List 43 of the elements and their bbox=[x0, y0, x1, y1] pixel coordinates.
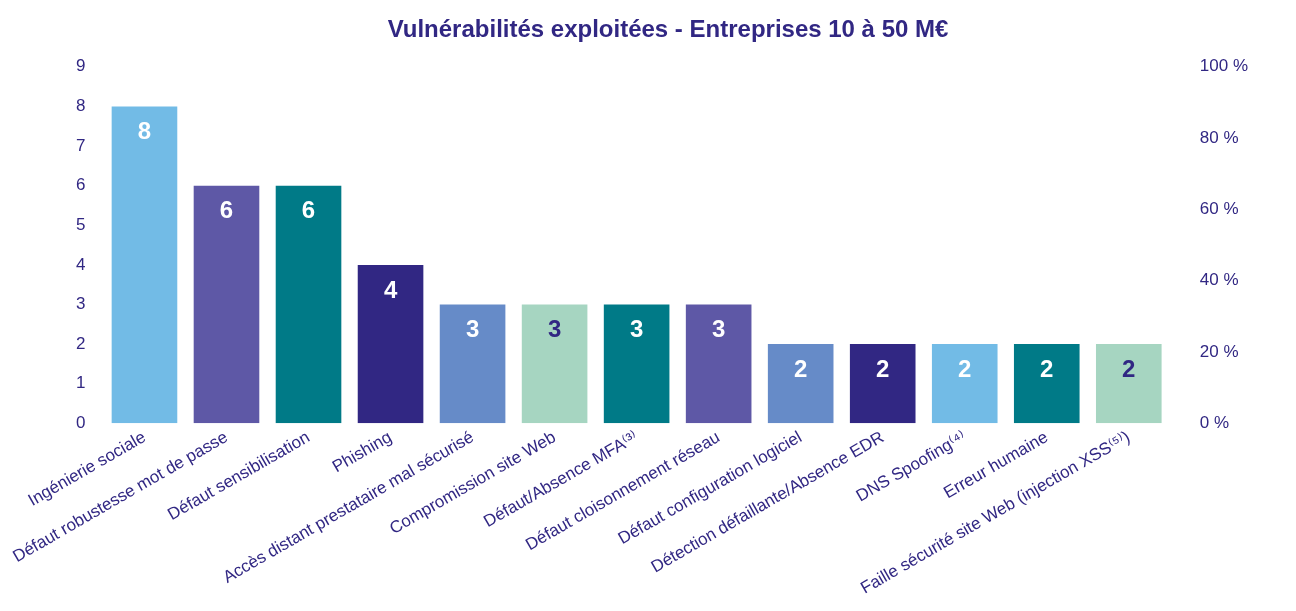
y-tick-label: 6 bbox=[75, 175, 86, 195]
y2-tick-label: 40 % bbox=[1199, 270, 1239, 290]
y-tick-label: 1 bbox=[75, 373, 86, 393]
data-label: 3 bbox=[629, 315, 644, 343]
bar bbox=[193, 185, 260, 424]
bar bbox=[521, 304, 588, 424]
bar bbox=[1013, 344, 1080, 424]
bar bbox=[275, 185, 342, 424]
data-label: 2 bbox=[794, 354, 808, 382]
data-label: 2 bbox=[876, 354, 890, 382]
y-tick-label: 4 bbox=[75, 254, 86, 274]
data-label: 6 bbox=[301, 196, 316, 224]
chart-title: Vulnérabilités exploitées - Entreprises 10 à 50 M€ bbox=[387, 15, 949, 43]
data-label: 3 bbox=[711, 315, 726, 343]
y2-tick-label: 20 % bbox=[1199, 341, 1239, 361]
bar bbox=[1095, 344, 1162, 424]
y2-tick-label: 80 % bbox=[1199, 127, 1239, 147]
y-tick-label: 7 bbox=[75, 135, 86, 155]
y-tick-label: 0 bbox=[75, 413, 86, 433]
y-tick-label: 5 bbox=[75, 214, 86, 234]
data-label: 2 bbox=[958, 354, 972, 382]
y-tick-label: 3 bbox=[75, 294, 86, 314]
y-tick-label: 9 bbox=[75, 56, 86, 76]
bar bbox=[931, 344, 998, 424]
data-label: 3 bbox=[465, 315, 480, 343]
y2-tick-label: 100 % bbox=[1199, 56, 1248, 76]
bar bbox=[357, 264, 424, 424]
bar bbox=[849, 344, 916, 424]
data-label: 2 bbox=[1040, 354, 1054, 382]
bar bbox=[685, 304, 752, 424]
bar bbox=[767, 344, 834, 424]
y2-tick-label: 0 % bbox=[1199, 413, 1230, 433]
bar bbox=[439, 304, 506, 424]
data-label: 4 bbox=[383, 275, 398, 303]
data-label: 2 bbox=[1122, 354, 1136, 382]
bar bbox=[111, 106, 178, 424]
bar bbox=[603, 304, 670, 424]
data-label: 6 bbox=[219, 196, 234, 224]
y2-tick-label: 60 % bbox=[1199, 199, 1239, 219]
data-label: 3 bbox=[547, 315, 562, 343]
y-tick-label: 2 bbox=[75, 333, 86, 353]
data-label: 8 bbox=[137, 117, 152, 145]
y-tick-label: 8 bbox=[75, 96, 86, 116]
